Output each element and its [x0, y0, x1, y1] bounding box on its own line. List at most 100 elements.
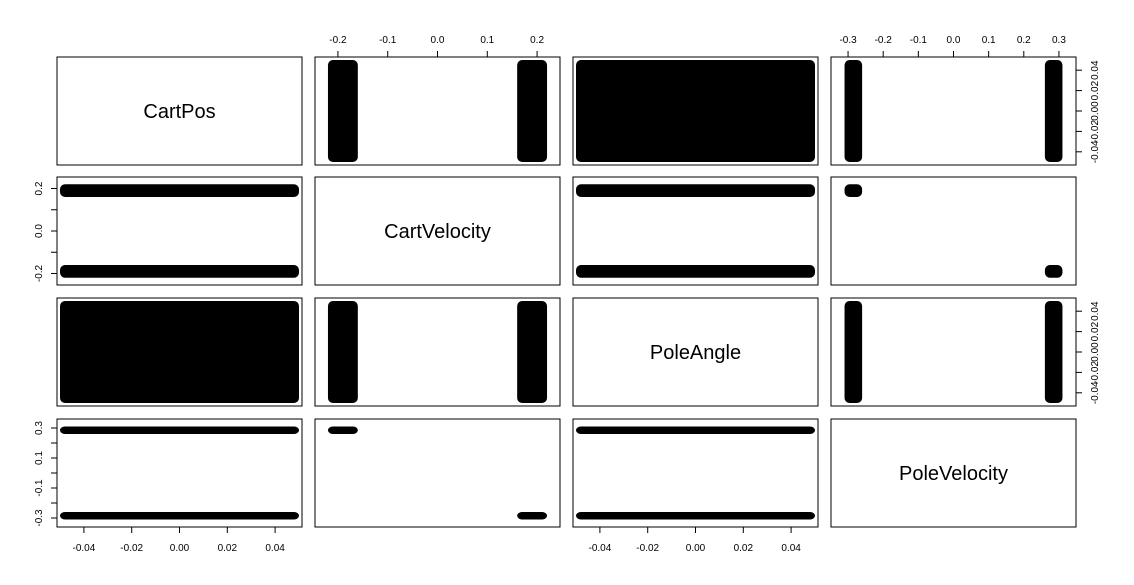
point-cluster-2	[576, 184, 815, 197]
tick-label: -0.3	[839, 35, 857, 46]
point-cluster-2	[1044, 265, 1063, 278]
panel-frame	[830, 56, 1077, 166]
panel-PoleAngle-vs-PoleAngle: PoleAngle	[572, 297, 819, 407]
tick-label: 0.2	[1017, 35, 1031, 46]
tick-label: -0.04	[589, 543, 612, 554]
point-cluster-1	[327, 60, 358, 162]
point-cluster-2	[517, 60, 548, 162]
tick-label: 0.1	[480, 35, 494, 46]
panel-CartPos-vs-PoleVelocity	[830, 56, 1077, 166]
tick-label: -0.02	[1090, 120, 1101, 143]
panel-PoleVelocity-vs-CartPos	[56, 418, 303, 528]
tick-label: 0.02	[1090, 80, 1101, 100]
panel-CartVelocity-vs-PoleVelocity	[830, 176, 1077, 286]
panel-frame	[572, 176, 819, 286]
tick-label: -0.1	[34, 479, 45, 497]
tick-label: -0.1	[379, 35, 397, 46]
variable-label: CartPos	[143, 101, 215, 123]
left-axis-PoleVelocity: -0.3 -0.1 0.1 0.3	[34, 421, 58, 527]
panel-frame	[314, 176, 561, 286]
panel-CartVelocity-vs-CartPos	[56, 176, 303, 286]
tick-label: 0.00	[1090, 342, 1101, 362]
point-cluster-1	[327, 301, 358, 403]
right-axis-PoleAngle: -0.04-0.020.000.020.04	[1075, 301, 1101, 404]
variable-label: PoleAngle	[650, 342, 741, 364]
tick-label: 0.2	[530, 35, 544, 46]
point-cluster-2	[1044, 301, 1063, 403]
tick-label: 0.02	[1090, 321, 1101, 341]
tick-label: 0.04	[1090, 301, 1101, 321]
tick-label: -0.04	[1090, 140, 1101, 163]
tick-label: 0.3	[34, 421, 45, 435]
point-cluster-1	[844, 60, 863, 162]
tick-label: 0.0	[431, 35, 445, 46]
panel-CartVelocity-vs-PoleAngle	[572, 176, 819, 286]
tick-label: -0.2	[875, 35, 893, 46]
tick-label: 0.3	[1052, 35, 1066, 46]
tick-label: -0.2	[329, 35, 347, 46]
panel-frame	[830, 176, 1077, 286]
panel-CartPos-vs-CartPos: CartPos	[56, 56, 303, 166]
tick-label: -0.2	[34, 264, 45, 282]
panel-CartPos-vs-PoleAngle	[572, 56, 819, 166]
point-cluster-1	[576, 512, 815, 520]
point-cluster-2	[60, 184, 299, 197]
right-axis-CartPos: -0.04-0.020.000.020.04	[1075, 60, 1101, 163]
point-cluster-1	[517, 512, 548, 520]
panel-PoleAngle-vs-PoleVelocity	[830, 297, 1077, 407]
point-cluster-1	[576, 60, 815, 162]
tick-label: 0.04	[1090, 60, 1101, 80]
tick-label: 0.1	[982, 35, 996, 46]
tick-label: -0.02	[1090, 361, 1101, 384]
tick-label: 0.04	[265, 543, 285, 554]
tick-label: 0.1	[34, 451, 45, 465]
point-cluster-2	[576, 426, 815, 434]
point-cluster-1	[844, 184, 863, 197]
panel-CartVelocity-vs-CartVelocity: CartVelocity	[314, 176, 561, 286]
variable-label: CartVelocity	[384, 221, 491, 243]
panel-frame	[314, 297, 561, 407]
panel-frame	[56, 418, 303, 528]
point-cluster-2	[327, 426, 358, 434]
panel-PoleVelocity-vs-PoleVelocity: PoleVelocity	[830, 418, 1077, 528]
tick-label: 0.00	[1090, 101, 1101, 121]
tick-label: 0.00	[686, 543, 706, 554]
tick-label: 0.02	[218, 543, 238, 554]
tick-label: -0.04	[1090, 381, 1101, 404]
panel-CartPos-vs-CartVelocity	[314, 56, 561, 166]
tick-label: 0.04	[781, 543, 801, 554]
tick-label: -0.3	[34, 509, 45, 527]
tick-label: -0.04	[73, 543, 96, 554]
bottom-axis-CartPos: -0.04 -0.02 0.00 0.02 0.04	[73, 526, 285, 554]
bottom-axis-PoleAngle: -0.04 -0.02 0.00 0.02 0.04	[589, 526, 801, 554]
panel-frame	[830, 297, 1077, 407]
point-cluster-2	[1044, 60, 1063, 162]
panel-PoleAngle-vs-CartVelocity	[314, 297, 561, 407]
point-cluster-1	[60, 301, 299, 403]
panel-PoleVelocity-vs-PoleAngle	[572, 418, 819, 528]
tick-label: 0.0	[947, 35, 961, 46]
panel-frame	[572, 418, 819, 528]
top-axis-CartVelocity: -0.2 -0.1 0.0 0.1 0.2	[329, 35, 544, 58]
panel-PoleAngle-vs-CartPos	[56, 297, 303, 407]
tick-label: 0.2	[34, 181, 45, 195]
point-cluster-2	[60, 426, 299, 434]
panel-PoleVelocity-vs-CartVelocity	[314, 418, 561, 528]
tick-label: 0.02	[734, 543, 754, 554]
variable-label: PoleVelocity	[899, 463, 1008, 485]
left-axis-CartVelocity: -0.2 0.0 0.2	[34, 181, 58, 282]
tick-label: 0.0	[34, 224, 45, 238]
panel-frame	[830, 418, 1077, 528]
tick-label: 0.00	[170, 543, 190, 554]
panel-frame	[572, 56, 819, 166]
panel-frame	[572, 297, 819, 407]
tick-label: -0.02	[636, 543, 659, 554]
panel-frame	[56, 56, 303, 166]
point-cluster-1	[60, 265, 299, 278]
point-cluster-1	[844, 301, 863, 403]
tick-label: -0.02	[120, 543, 143, 554]
point-cluster-1	[576, 265, 815, 278]
top-axis-PoleVelocity: -0.3 -0.2 -0.1 0.0 0.1 0.2 0.3	[839, 35, 1066, 58]
point-cluster-1	[60, 512, 299, 520]
